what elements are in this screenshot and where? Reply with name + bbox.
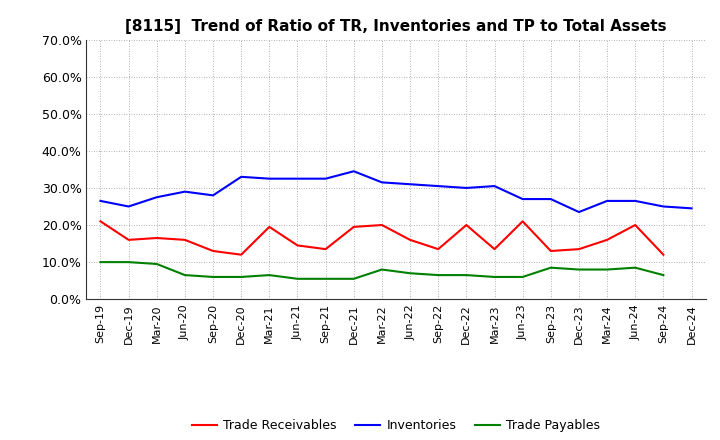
- Trade Payables: [209, 274, 217, 279]
- Trade Payables: [462, 272, 471, 278]
- Trade Receivables: [518, 219, 527, 224]
- Trade Receivables: [490, 246, 499, 252]
- Inventories: [265, 176, 274, 181]
- Trade Payables: [631, 265, 639, 270]
- Inventories: [659, 204, 667, 209]
- Inventories: [321, 176, 330, 181]
- Trade Receivables: [575, 246, 583, 252]
- Trade Payables: [321, 276, 330, 282]
- Trade Payables: [153, 261, 161, 267]
- Trade Receivables: [265, 224, 274, 230]
- Trade Receivables: [462, 222, 471, 227]
- Inventories: [96, 198, 105, 204]
- Inventories: [181, 189, 189, 194]
- Legend: Trade Receivables, Inventories, Trade Payables: Trade Receivables, Inventories, Trade Pa…: [186, 414, 606, 437]
- Trade Receivables: [631, 222, 639, 227]
- Trade Payables: [434, 272, 443, 278]
- Inventories: [687, 205, 696, 211]
- Trade Receivables: [209, 248, 217, 253]
- Trade Receivables: [659, 252, 667, 257]
- Inventories: [462, 185, 471, 191]
- Trade Payables: [349, 276, 358, 282]
- Inventories: [434, 183, 443, 189]
- Trade Payables: [518, 274, 527, 279]
- Trade Payables: [265, 272, 274, 278]
- Trade Receivables: [181, 237, 189, 242]
- Inventories: [603, 198, 611, 204]
- Inventories: [209, 193, 217, 198]
- Line: Trade Receivables: Trade Receivables: [101, 221, 663, 255]
- Trade Receivables: [293, 243, 302, 248]
- Inventories: [546, 196, 555, 202]
- Trade Payables: [546, 265, 555, 270]
- Trade Payables: [406, 271, 415, 276]
- Trade Receivables: [321, 246, 330, 252]
- Trade Payables: [125, 260, 133, 265]
- Trade Payables: [293, 276, 302, 282]
- Inventories: [377, 180, 386, 185]
- Trade Receivables: [603, 237, 611, 242]
- Inventories: [575, 209, 583, 215]
- Trade Receivables: [406, 237, 415, 242]
- Trade Receivables: [96, 219, 105, 224]
- Line: Trade Payables: Trade Payables: [101, 262, 663, 279]
- Inventories: [125, 204, 133, 209]
- Inventories: [518, 196, 527, 202]
- Inventories: [490, 183, 499, 189]
- Inventories: [631, 198, 639, 204]
- Trade Receivables: [434, 246, 443, 252]
- Trade Receivables: [153, 235, 161, 241]
- Inventories: [349, 169, 358, 174]
- Trade Payables: [96, 260, 105, 265]
- Trade Payables: [181, 272, 189, 278]
- Trade Receivables: [377, 222, 386, 227]
- Line: Inventories: Inventories: [101, 171, 691, 212]
- Inventories: [237, 174, 246, 180]
- Trade Payables: [490, 274, 499, 279]
- Trade Payables: [575, 267, 583, 272]
- Trade Payables: [603, 267, 611, 272]
- Trade Payables: [659, 272, 667, 278]
- Trade Receivables: [237, 252, 246, 257]
- Trade Receivables: [349, 224, 358, 230]
- Trade Payables: [377, 267, 386, 272]
- Inventories: [293, 176, 302, 181]
- Title: [8115]  Trend of Ratio of TR, Inventories and TP to Total Assets: [8115] Trend of Ratio of TR, Inventories…: [125, 19, 667, 34]
- Trade Receivables: [546, 248, 555, 253]
- Inventories: [153, 194, 161, 200]
- Trade Receivables: [125, 237, 133, 242]
- Inventories: [406, 182, 415, 187]
- Trade Payables: [237, 274, 246, 279]
